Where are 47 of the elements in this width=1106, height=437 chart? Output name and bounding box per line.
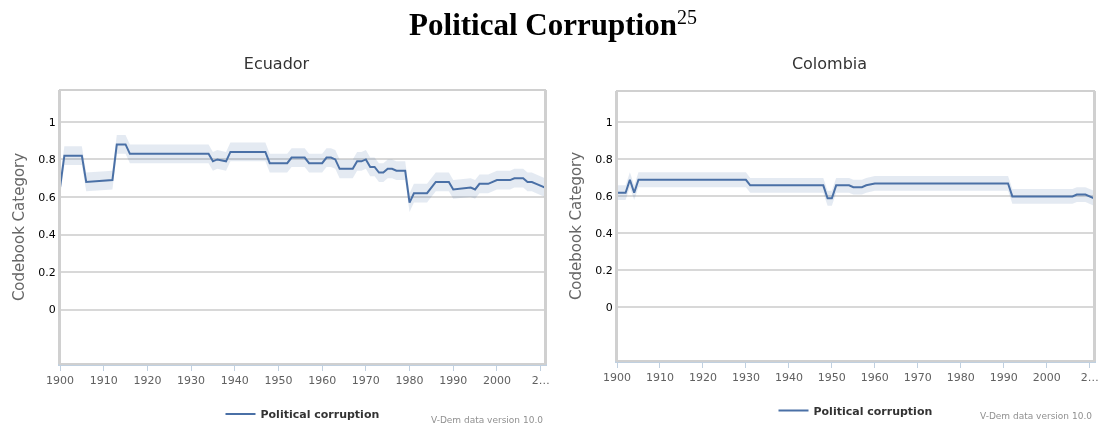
x-tick-label: 1990 bbox=[989, 371, 1018, 385]
y-tick-label: 0 bbox=[605, 301, 613, 315]
x-tick-label: 1940 bbox=[774, 371, 803, 385]
legend-label: Political corruption bbox=[813, 404, 933, 418]
text: Political Corruption$^{25}$ bbox=[408, 6, 698, 44]
x-tick-label: 1930 bbox=[177, 374, 206, 388]
x-tick-label: 1900 bbox=[603, 371, 631, 385]
text: V-Dem data version 10.0 bbox=[431, 415, 544, 425]
text: V-Dem data version 10.0 bbox=[980, 411, 1093, 421]
y-tick-label: 0.8 bbox=[38, 153, 56, 167]
x-tick-label: 1990 bbox=[439, 374, 468, 388]
x-tick-label: 2… bbox=[531, 374, 550, 388]
y-tick-label: 0 bbox=[48, 303, 56, 317]
x-tick-label: 1970 bbox=[903, 371, 932, 385]
line-series bbox=[60, 143, 545, 204]
x-tick-label: 1960 bbox=[308, 374, 337, 388]
x-tick-label: 2000 bbox=[482, 374, 511, 388]
x-tick-label: 1960 bbox=[860, 371, 889, 385]
y-tick-label: 1 bbox=[605, 116, 613, 130]
chart-title: Colombia bbox=[791, 53, 868, 73]
x-tick-label: 1980 bbox=[946, 371, 975, 385]
x-tick-label: 2000 bbox=[1032, 371, 1061, 385]
x-tick-label: 1950 bbox=[817, 371, 846, 385]
line-series bbox=[617, 178, 1094, 200]
x-tick-label: 1910 bbox=[89, 374, 118, 388]
y-tick-label: 0.6 bbox=[595, 190, 613, 204]
x-tick-label: 1920 bbox=[688, 371, 717, 385]
y-tick-label: 0.4 bbox=[38, 228, 56, 242]
y-axis-title: Codebook Category bbox=[10, 152, 29, 302]
y-axis-title: Codebook Category bbox=[567, 151, 586, 301]
chart-title: Ecuador bbox=[243, 53, 310, 73]
x-tick-label: 1980 bbox=[395, 374, 424, 388]
y-tick-label: 0.2 bbox=[38, 265, 56, 279]
y-tick-label: 1 bbox=[48, 115, 56, 129]
x-tick-label: 1970 bbox=[351, 374, 380, 388]
y-tick-label: 0.6 bbox=[38, 190, 56, 204]
x-tick-label: 1900 bbox=[46, 374, 74, 388]
y-tick-label: 0.8 bbox=[595, 153, 613, 167]
x-tick-label: 1950 bbox=[264, 374, 293, 388]
y-tick-label: 0.2 bbox=[595, 264, 613, 278]
x-tick-label: 1920 bbox=[133, 374, 162, 388]
y-tick-label: 0.4 bbox=[595, 227, 613, 241]
x-tick-label: 1910 bbox=[645, 371, 674, 385]
x-tick-label: 2… bbox=[1080, 371, 1099, 385]
x-tick-label: 1930 bbox=[731, 371, 760, 385]
legend-label: Political corruption bbox=[260, 408, 380, 422]
x-tick-label: 1940 bbox=[220, 374, 249, 388]
